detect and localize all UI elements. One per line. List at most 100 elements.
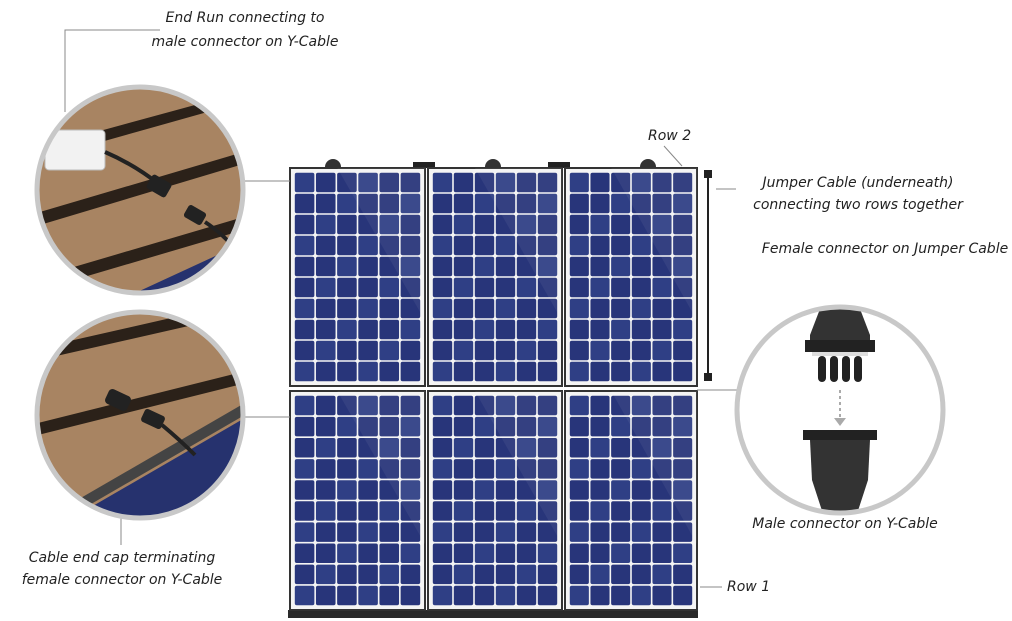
detail-end-cap (37, 312, 243, 518)
panel-sheen (611, 168, 697, 321)
solar-cell (516, 340, 537, 361)
solar-cell (337, 361, 357, 382)
solar-cell (673, 522, 693, 542)
solar-cell (611, 277, 631, 298)
solar-cell (516, 480, 537, 500)
pin (854, 356, 862, 382)
solar-cell (358, 416, 378, 437)
detail-connectors (737, 307, 943, 513)
solar-cell (400, 395, 421, 416)
solar-cell (652, 543, 672, 563)
solar-cell (569, 214, 589, 235)
panel-sheen (611, 391, 697, 545)
panel-frame (60, 400, 243, 518)
solar-cell (358, 172, 378, 193)
slat (37, 150, 243, 228)
solar-cell (400, 459, 421, 479)
solar-cell (537, 235, 558, 256)
solar-cell (453, 298, 474, 319)
solar-cell (474, 416, 495, 437)
solar-cell (337, 543, 357, 563)
solar-cell (432, 522, 453, 542)
solar-cell (337, 416, 357, 437)
solar-cell (432, 235, 453, 256)
solar-cell (379, 340, 400, 361)
solar-cell (337, 277, 357, 298)
solar-cell (358, 298, 378, 319)
solar-cell (569, 172, 589, 193)
solar-cell (569, 277, 589, 298)
solar-cell (294, 501, 315, 521)
solar-cell (673, 585, 693, 606)
female-connector (810, 307, 870, 350)
arrow-head (834, 418, 846, 426)
panel-array (288, 159, 698, 618)
panel-sheen (337, 168, 425, 321)
solar-cell (294, 319, 315, 340)
solar-cell (453, 564, 474, 585)
solar-cell (495, 438, 516, 458)
solar-cell (358, 277, 378, 298)
solar-cell (569, 438, 589, 458)
solar-cell (315, 340, 336, 361)
seal (812, 352, 868, 356)
solar-cell (379, 298, 400, 319)
solar-cell (652, 395, 672, 416)
solar-cell (611, 256, 631, 277)
solar-cell (516, 298, 537, 319)
solar-cell (611, 361, 631, 382)
row-label: Row 2 (648, 128, 691, 144)
solar-cell (358, 543, 378, 563)
solar-cell (495, 172, 516, 193)
solar-cell (315, 172, 336, 193)
leader-line (64, 29, 160, 112)
solar-cell (569, 416, 589, 437)
solar-cell (474, 214, 495, 235)
solar-cell (358, 235, 378, 256)
solar-cell (495, 501, 516, 521)
solar-cell (453, 480, 474, 500)
solar-cell (294, 395, 315, 416)
solar-cell (358, 501, 378, 521)
cable-end (704, 373, 712, 381)
solar-cell (400, 319, 421, 340)
solar-cell (631, 277, 651, 298)
solar-cell (590, 172, 610, 193)
solar-cell (495, 214, 516, 235)
solar-cell (516, 361, 537, 382)
solar-cell (569, 193, 589, 214)
solar-cell (569, 585, 589, 606)
solar-cell (379, 235, 400, 256)
solar-cell (453, 395, 474, 416)
solar-cell (315, 298, 336, 319)
solar-cell (631, 543, 651, 563)
solar-cell (474, 438, 495, 458)
solar-cell (358, 395, 378, 416)
solar-cell (652, 361, 672, 382)
pin (830, 356, 838, 382)
solar-cell (400, 585, 421, 606)
solar-cell (400, 298, 421, 319)
solar-cell (631, 522, 651, 542)
solar-cell (652, 277, 672, 298)
solar-cell (516, 395, 537, 416)
solar-cell (495, 585, 516, 606)
solar-cell (611, 501, 631, 521)
solar-cell (432, 277, 453, 298)
solar-cell (474, 585, 495, 606)
solar-cell (631, 172, 651, 193)
solar-cell (537, 340, 558, 361)
solar-cell (516, 277, 537, 298)
solar-cell (294, 585, 315, 606)
clamp (548, 162, 570, 168)
solar-cell (537, 319, 558, 340)
solar-cell (569, 298, 589, 319)
solar-cell (652, 522, 672, 542)
solar-cell (294, 522, 315, 542)
solar-cell (569, 395, 589, 416)
solar-cell (294, 543, 315, 563)
solar-cell (537, 298, 558, 319)
solar-cell (569, 501, 589, 521)
solar-cell (474, 256, 495, 277)
